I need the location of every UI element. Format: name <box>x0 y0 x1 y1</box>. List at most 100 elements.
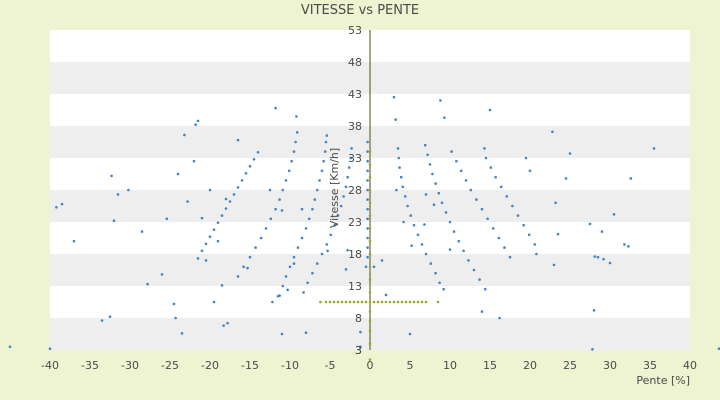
data-point <box>416 233 420 237</box>
data-point <box>284 179 288 182</box>
y-tick-label: 48 <box>348 56 362 69</box>
data-point <box>384 300 388 304</box>
data-point <box>401 185 405 189</box>
data-point <box>180 332 184 335</box>
x-tick-label: 15 <box>483 359 497 372</box>
data-point <box>280 332 284 336</box>
data-point <box>408 300 412 304</box>
data-point <box>406 204 409 208</box>
data-point <box>491 227 495 230</box>
data-point <box>368 163 372 166</box>
y-tick-label: 43 <box>348 88 362 101</box>
data-point <box>60 202 64 206</box>
data-point <box>324 300 328 304</box>
chart-title: VITESSE vs PENTE <box>301 3 419 18</box>
data-point <box>278 294 281 297</box>
data-point <box>652 147 656 150</box>
data-point <box>368 227 372 230</box>
data-point <box>591 348 594 351</box>
data-point <box>469 188 473 192</box>
data-point <box>524 156 528 160</box>
data-point <box>307 217 311 221</box>
y-tick-label: 53 <box>348 24 362 37</box>
data-point <box>183 133 186 137</box>
data-point <box>236 138 240 142</box>
data-point <box>304 227 308 230</box>
data-point <box>311 207 314 211</box>
data-point <box>174 316 177 320</box>
data-point <box>292 255 296 259</box>
data-point <box>290 159 293 163</box>
data-point <box>342 195 345 198</box>
data-point <box>368 300 372 304</box>
data-point <box>368 329 372 333</box>
data-point <box>295 131 299 134</box>
data-point <box>336 214 340 217</box>
data-point <box>313 198 317 201</box>
x-axis-title: Pente [%] <box>636 374 690 387</box>
data-point <box>320 169 324 173</box>
data-point <box>268 188 272 192</box>
data-point <box>443 116 446 119</box>
data-point <box>359 345 362 349</box>
data-point <box>600 230 604 233</box>
data-point <box>256 150 260 154</box>
data-point <box>511 204 514 208</box>
data-point <box>204 259 208 262</box>
data-point <box>402 220 405 224</box>
data-point <box>424 252 428 256</box>
y-axis-title: Vitesse [Km/h] <box>328 148 341 228</box>
data-point <box>426 153 429 157</box>
data-point <box>140 230 144 233</box>
data-point <box>176 172 180 176</box>
data-point <box>300 236 304 240</box>
data-point <box>108 315 112 319</box>
data-point <box>311 271 314 275</box>
data-point <box>366 207 369 211</box>
data-point <box>48 347 52 351</box>
data-point <box>368 291 372 294</box>
data-point <box>420 243 424 246</box>
data-point <box>475 198 478 201</box>
y-tick-label: 33 <box>348 152 362 165</box>
data-point <box>497 236 501 240</box>
data-point <box>264 227 268 230</box>
data-point <box>568 152 572 155</box>
x-tick-label: 25 <box>563 359 577 372</box>
data-point <box>281 284 285 288</box>
x-tick-label: -40 <box>41 359 59 372</box>
data-point <box>593 255 597 258</box>
data-point <box>216 239 220 243</box>
data-point <box>300 207 304 211</box>
data-point <box>284 275 288 278</box>
data-point <box>366 150 369 153</box>
data-point <box>366 217 369 221</box>
data-point <box>412 223 416 227</box>
x-tick-label: -30 <box>121 359 139 372</box>
data-point <box>602 257 605 261</box>
data-point <box>592 309 596 312</box>
data-points <box>8 95 720 361</box>
data-point <box>467 259 470 262</box>
x-tick-label: -25 <box>161 359 179 372</box>
data-point <box>368 239 372 243</box>
data-point <box>552 263 556 267</box>
data-point <box>388 300 392 304</box>
data-point <box>236 275 240 278</box>
data-point <box>339 204 343 208</box>
data-point <box>392 300 396 304</box>
data-point <box>368 310 372 313</box>
data-point <box>302 291 305 294</box>
data-point <box>533 243 537 246</box>
data-point <box>444 211 448 214</box>
x-tick-labels: -40 -35 -30 -25 -20 -15 -10 -5 0 5 10 15 20 25 30 35 40 <box>41 359 697 372</box>
data-point <box>522 223 525 227</box>
data-point <box>226 321 229 325</box>
x-tick-label: 35 <box>643 359 657 372</box>
data-point <box>344 268 348 271</box>
data-point <box>208 188 212 192</box>
data-point <box>527 233 531 237</box>
data-point <box>564 177 568 180</box>
data-point <box>366 255 369 259</box>
data-point <box>292 262 296 265</box>
